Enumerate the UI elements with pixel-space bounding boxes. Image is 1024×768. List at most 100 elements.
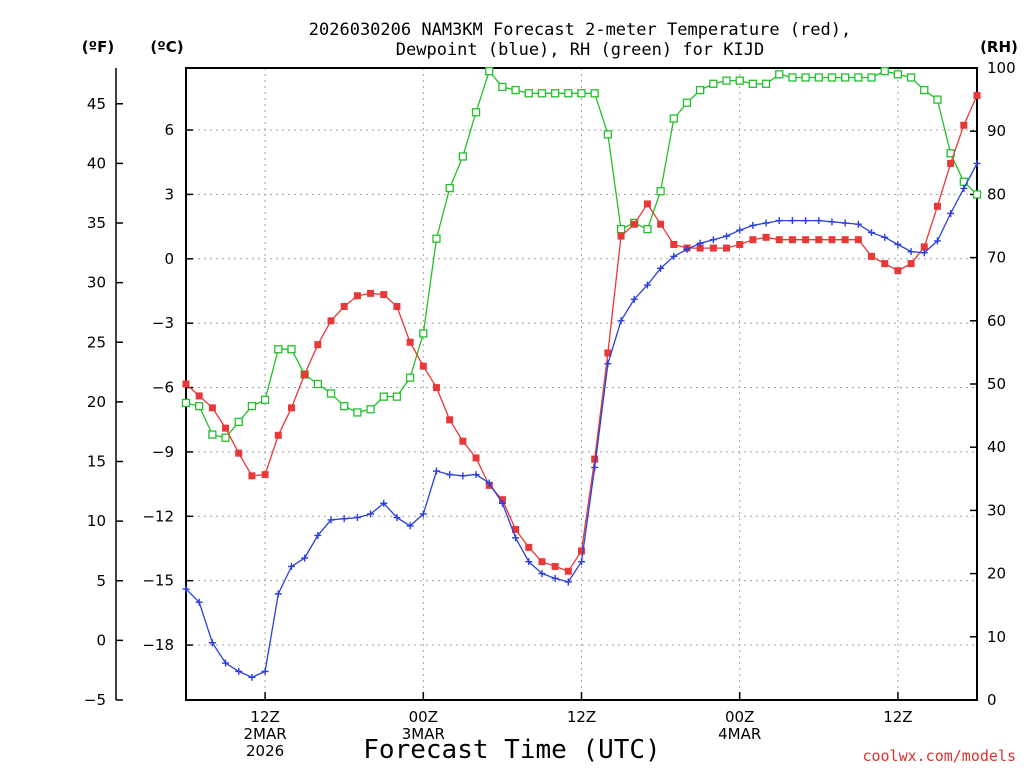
temperature-point — [498, 496, 506, 504]
temperature-point — [564, 567, 572, 575]
celsius-tick-label: −3 — [152, 314, 174, 332]
temperature-point — [235, 449, 243, 457]
rh-point — [643, 225, 652, 234]
rh-point — [656, 187, 665, 196]
temperature-point — [907, 260, 915, 268]
temperature-point — [947, 159, 955, 167]
x-tick-label: 00Z — [409, 708, 438, 726]
temperature-point — [894, 267, 902, 275]
dewpoint-point — [643, 281, 651, 289]
rh-tick-label: 50 — [987, 375, 1006, 393]
fahrenheit-tick-label: 20 — [87, 393, 106, 411]
rh-point — [933, 95, 942, 104]
x-tick-label: 00Z — [725, 708, 754, 726]
rh-point — [814, 73, 823, 82]
rh-point — [458, 152, 468, 161]
temperature-point — [657, 220, 665, 228]
dewpoint-point — [301, 554, 309, 562]
dewpoint-point — [815, 217, 823, 225]
x-tick-label: 12Z — [250, 708, 279, 726]
rh-point — [247, 401, 257, 411]
fahrenheit-tick-label: 30 — [87, 274, 106, 292]
rh-point — [827, 73, 837, 82]
temperature-point — [472, 454, 480, 462]
rh-point — [498, 82, 507, 92]
fahrenheit-tick-label: 45 — [87, 95, 106, 113]
rh-point — [696, 85, 705, 95]
dewpoint-point — [367, 510, 375, 518]
fahrenheit-tick-label: 10 — [87, 512, 106, 530]
temperature-point — [973, 91, 981, 99]
rh-point — [748, 79, 758, 88]
chart-grid — [186, 68, 977, 700]
temperature-point — [828, 236, 836, 244]
celsius-tick-label: −9 — [152, 443, 174, 461]
chart-series — [181, 67, 982, 681]
celsius-tick-label: 0 — [164, 250, 174, 268]
dewpoint-point — [182, 585, 190, 593]
rh-point — [761, 79, 771, 88]
temperature-point — [723, 244, 731, 252]
dewpoint-point — [538, 570, 546, 578]
temperature-series — [182, 91, 981, 575]
dewpoint-point — [604, 360, 612, 368]
x-tick-label: 12Z — [883, 708, 912, 726]
temperature-point — [182, 380, 190, 388]
temperature-point — [287, 404, 295, 412]
temperature-point — [353, 292, 361, 300]
temperature-point — [208, 404, 216, 412]
dewpoint-point — [327, 516, 335, 524]
rh-point — [432, 234, 441, 243]
dewpoint-point — [775, 217, 783, 225]
rh-point — [801, 73, 810, 82]
dewpoint-point — [406, 522, 414, 530]
dewpoint-point — [340, 515, 348, 523]
rh-tick-label: 70 — [987, 249, 1006, 267]
dewpoint-point — [248, 673, 256, 681]
rh-point — [616, 225, 626, 234]
dewpoint-point — [868, 229, 876, 237]
rh-point — [313, 379, 322, 389]
rh-point — [972, 190, 982, 199]
rh-tick-label: 10 — [987, 628, 1006, 646]
rh-tick-label: 40 — [987, 438, 1006, 456]
celsius-tick-label: 3 — [164, 185, 174, 203]
dewpoint-point — [670, 252, 678, 260]
credit-text: coolwx.com/models — [862, 747, 1016, 765]
rh-point — [669, 114, 678, 123]
rh-tick-label: 20 — [987, 565, 1006, 583]
dewpoint-point — [894, 240, 902, 248]
dewpoint-point — [947, 209, 955, 217]
dewpoint-point — [353, 514, 361, 522]
temperature-point — [815, 236, 823, 244]
dewpoint-point — [208, 639, 216, 647]
rh-point — [788, 73, 797, 82]
fahrenheit-tick-label: −5 — [84, 691, 106, 709]
dewpoint-point — [525, 558, 533, 566]
rh-point — [405, 373, 415, 382]
rh-tick-label: 0 — [987, 691, 997, 709]
temperature-point — [762, 233, 770, 241]
rh-point — [221, 433, 230, 442]
rh-point — [550, 89, 560, 98]
dewpoint-point — [683, 245, 691, 253]
dewpoint-point — [591, 463, 599, 471]
rh-point — [841, 73, 850, 82]
dewpoint-point — [472, 471, 480, 479]
temperature-point — [775, 236, 783, 244]
dewpoint-point — [498, 499, 506, 507]
celsius-axis-unit: (ºC) — [150, 38, 183, 56]
rh-point — [564, 89, 573, 98]
dewpoint-point — [380, 499, 388, 507]
rh-point — [208, 430, 217, 439]
dewpoint-point — [723, 232, 731, 240]
temperature-point — [538, 558, 546, 566]
dewpoint-point — [287, 562, 295, 570]
temperature-point — [920, 243, 928, 251]
rh-series — [181, 67, 982, 442]
temperature-point — [591, 455, 599, 463]
temperature-point — [406, 338, 414, 346]
rh-point — [603, 130, 613, 139]
rh-tick-label: 30 — [987, 501, 1006, 519]
rh-point — [511, 85, 520, 95]
